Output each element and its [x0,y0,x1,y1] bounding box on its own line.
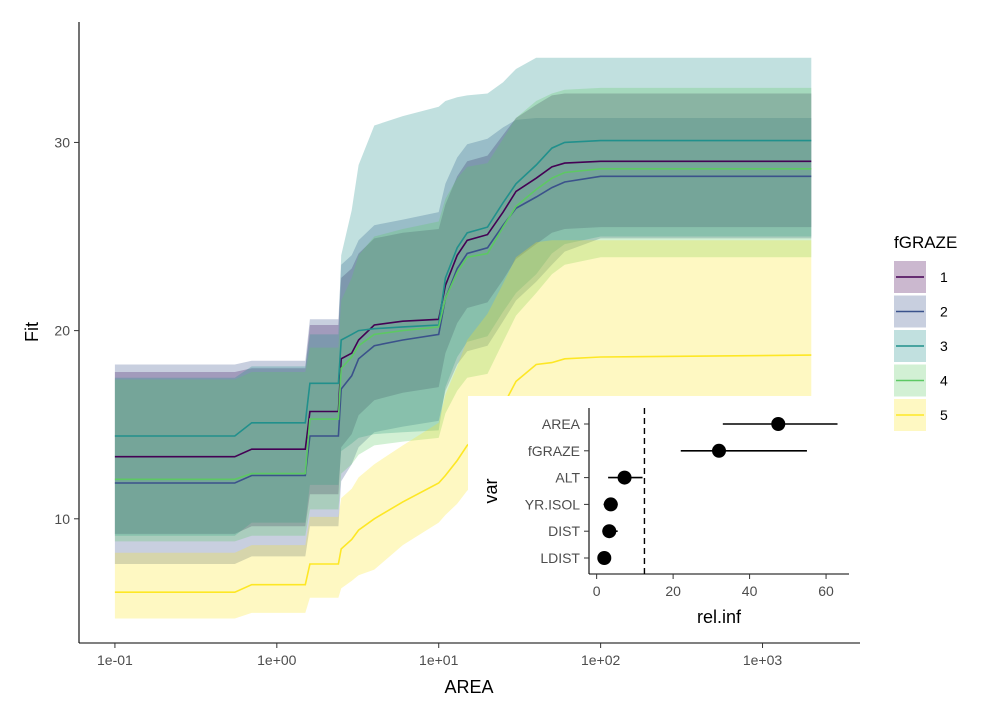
ribbon-fgraze-3 [114,57,812,536]
inset-y-tick-label: DIST [548,523,580,539]
x-axis-ticks: 1e-01 1e+00 1e+01 1e+02 1e+03 [97,643,782,668]
inset-y-tick-label: ALT [555,470,580,486]
inset-x-tick-label: 0 [593,583,601,599]
inset-points-layer [597,417,838,565]
inset-x-tick-label: 20 [665,583,681,599]
inset-y-tick-label: fGRAZE [528,443,580,459]
y-axis-ticks: 10 20 30 [54,134,79,527]
legend-label-4: 4 [940,373,948,389]
inset-x-tick-label: 60 [818,583,834,599]
inset-point-alt [617,470,632,485]
line-fgraze-2 [114,175,812,484]
inset-x-axis-ticks: 0 20 40 60 [593,574,834,599]
x-tick-label: 1e-01 [97,652,133,668]
inset-point-yr.isol [603,497,618,512]
y-tick-label: 10 [54,511,70,527]
inset-point-ldist [597,551,612,565]
line-fgraze-4 [114,168,812,481]
main-axes: 1e-01 1e+00 1e+01 1e+02 1e+03 10 20 30 AREA Fi… [22,22,860,697]
y-tick-label: 20 [54,323,70,339]
inset-point-area [771,417,786,431]
x-tick-label: 1e+02 [581,652,621,668]
inset-x-axis-title: rel.inf [697,607,742,627]
y-axis-title: Fit [22,322,42,342]
legend-label-3: 3 [940,338,948,354]
inset-y-tick-label: AREA [542,416,581,432]
ribbon-fgraze-1 [114,93,812,534]
ribbon-fgraze-5 [114,240,812,619]
line-fgraze-1 [114,160,812,458]
x-tick-label: 1e+00 [257,652,297,668]
inset-x-tick-label: 40 [742,583,758,599]
legend-label-2: 2 [940,304,948,320]
legend-title: fGRAZE [894,233,957,252]
x-axis-title: AREA [444,677,493,697]
inset-y-tick-label: LDIST [540,550,580,566]
ribbon-layer [114,57,812,619]
inset-importance-chart: AREA fGRAZE ALT YR.ISOL DIST LDIST 0 20 40 60 re… [468,396,860,634]
ribbon-fgraze-4 [114,87,812,542]
inset-point-fgraze [712,443,726,458]
legend-keys: 1 2 3 4 5 [894,261,948,431]
line-fgraze-5 [114,354,812,593]
inset-y-axis-title: var [481,478,501,503]
inset-y-tick-label: YR.ISOL [525,496,580,512]
x-tick-label: 1e+01 [419,652,459,668]
x-tick-label: 1e+03 [743,652,783,668]
y-tick-label: 30 [54,134,70,150]
legend-label-1: 1 [940,269,948,285]
line-layer [114,139,812,593]
legend: fGRAZE 1 2 3 4 5 [894,233,957,431]
inset-background [468,396,860,634]
inset-y-axis-ticks: AREA fGRAZE ALT YR.ISOL DIST LDIST [525,416,589,566]
ribbon-fgraze-2 [114,118,812,564]
legend-label-5: 5 [940,407,948,423]
inset-point-dist [602,524,617,539]
